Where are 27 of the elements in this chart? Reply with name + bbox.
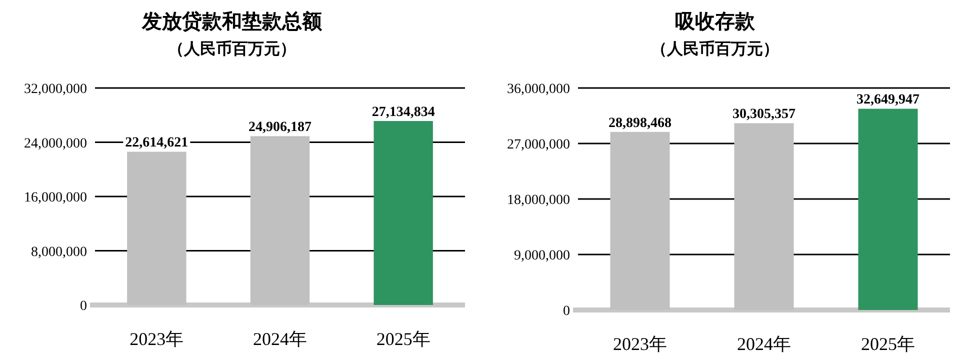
- chart-subtitle: （人民币百万元）: [651, 40, 779, 58]
- y-tick-label: 16,000,000: [24, 190, 87, 206]
- data-label: 27,134,834: [372, 104, 435, 120]
- y-tick-label: 0: [563, 304, 570, 319]
- y-tick-label: 0: [80, 299, 87, 314]
- data-label: 28,898,468: [608, 116, 672, 131]
- y-tick-label: 36,000,000: [507, 82, 570, 97]
- y-tick-label: 27,000,000: [507, 138, 570, 152]
- data-label: 22,614,621: [125, 136, 188, 151]
- x-tick-label: 2024年: [253, 329, 307, 349]
- x-tick-label: 2024年: [737, 334, 791, 354]
- data-label: 30,305,357: [732, 107, 796, 122]
- chart-title: 发放贷款和垫款总额: [141, 10, 323, 33]
- y-tick-label: 18,000,000: [507, 193, 570, 208]
- x-tick-label: 2023年: [613, 334, 667, 354]
- y-tick-label: 8,000,000: [31, 244, 87, 260]
- y-tick-label: 9,000,000: [514, 248, 570, 264]
- chart-title: 吸收存款: [675, 11, 756, 33]
- chart-subtitle: （人民币百万元）: [168, 40, 296, 58]
- data-label: 32,649,947: [856, 92, 920, 108]
- data-label: 24,906,187: [248, 120, 312, 136]
- x-tick-label: 2025年: [376, 329, 430, 349]
- y-tick-label: 32,000,000: [24, 82, 87, 97]
- y-tick-label: 24,000,000: [24, 136, 87, 152]
- x-tick-label: 2025年: [861, 334, 915, 354]
- x-tick-label: 2023年: [130, 329, 184, 349]
- bar: [858, 108, 918, 310]
